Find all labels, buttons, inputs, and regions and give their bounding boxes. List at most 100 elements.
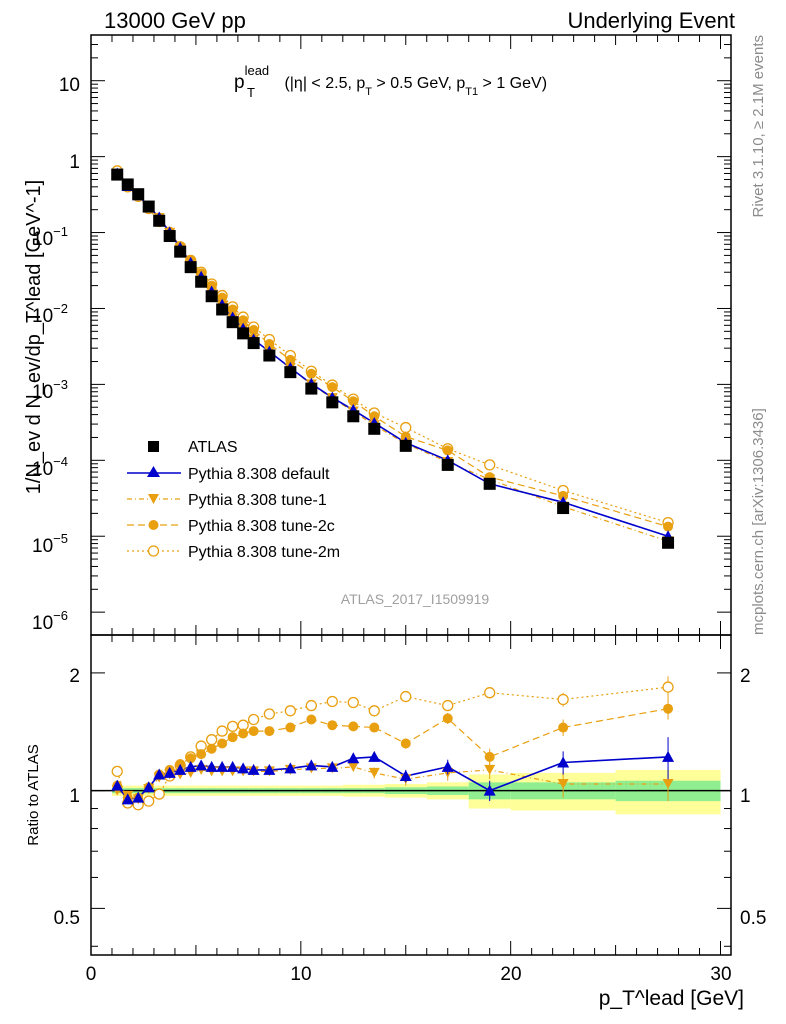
title-sup: lead [245, 63, 270, 78]
main-frame [90, 34, 732, 636]
main-point-atlas [263, 349, 276, 362]
title-cut2-sub: T1 [465, 86, 478, 98]
main-point-tune2c [327, 382, 338, 393]
x-tick-label-30: 30 [710, 964, 731, 985]
title-cut3: > 1 GeV) [478, 75, 547, 92]
collision-label: 13000 GeV pp [104, 8, 246, 33]
ratio-point-default [195, 759, 208, 771]
ratio-point-default [237, 762, 250, 774]
title-cut1-sub: T [365, 86, 372, 98]
main-point-atlas [174, 245, 187, 258]
y-tick-exp-1e-5: −5 [53, 531, 68, 546]
ratio-point-tune2m [368, 705, 380, 717]
main-point-atlas [226, 316, 239, 329]
process-label: Underlying Event [567, 8, 735, 33]
main-point-atlas [142, 200, 155, 213]
main-point-atlas [368, 422, 381, 435]
y-tick-label-1: 1 [69, 152, 80, 173]
legend: ATLAS Pythia 8.308 default Pythia 8.308 … [127, 439, 340, 561]
main-point-tune2c [306, 368, 317, 379]
y-tick-label-10: 10 [59, 75, 80, 96]
rivet-label: Rivet 3.1.10, ≥ 2.1M events [750, 35, 767, 218]
main-point-atlas [195, 275, 208, 288]
main-point-tune2c [227, 304, 238, 315]
ratio-point-tune2c [185, 753, 196, 764]
main-point-atlas [247, 337, 260, 350]
main-point-tune2c [285, 354, 296, 365]
ratio-point-default [205, 760, 218, 772]
main-point-tune2c [348, 396, 359, 407]
main-point-atlas [132, 188, 145, 201]
ratio-point-tune2c [285, 722, 296, 733]
ratio-point-default [216, 760, 229, 772]
main-y-axis-label: 1/N_ev d N_ev/dp_T^lead [GeV^-1] [23, 180, 45, 495]
main-point-atlas [557, 502, 570, 515]
ratio-point-default [399, 770, 412, 782]
y-tick-label-1e-3: 10−3 [32, 377, 68, 403]
observable-title: plead T (|η| < 2.5, pT > 0.5 GeV, pT1 > 1… [234, 63, 547, 100]
main-point-atlas [111, 168, 124, 181]
ratio-point-default [163, 766, 176, 778]
ratio-point-tune2m [662, 681, 674, 693]
ratio-point-tune2c [206, 743, 217, 754]
legend-label-tune2m: Pythia 8.308 tune-2m [188, 544, 340, 561]
title-cut2: > 0.5 GeV, p [372, 75, 465, 92]
main-point-tune2c [238, 315, 249, 326]
title-p: p [234, 72, 245, 93]
ratio-point-tune2c [327, 720, 338, 731]
ratio-point-default [284, 762, 297, 774]
ratio-point-tune1 [347, 761, 359, 772]
main-point-tune2m [484, 459, 496, 471]
legend-label-atlas: ATLAS [188, 439, 238, 456]
main-line-tune1 [116, 174, 669, 542]
y-tick-base-1e-2: 10 [32, 306, 53, 327]
main-panel: plead T (|η| < 2.5, pT > 0.5 GeV, pT1 > 1… [23, 34, 732, 636]
ratio-point-tune2m [484, 687, 496, 699]
ratio-point-tune2c [217, 738, 228, 749]
y-tick-exp-1e-2: −2 [53, 301, 68, 316]
ratio-point-tune2m [111, 765, 123, 778]
ratio-point-tune2m [216, 725, 228, 737]
analysis-id: ATLAS_2017_I1509919 [341, 591, 490, 607]
ratio-point-tune2m [284, 705, 296, 717]
ratio-y-tick-left-0.5: 0.5 [54, 908, 80, 929]
main-point-tune2c [264, 339, 275, 350]
y-tick-base-1e-3: 10 [32, 382, 53, 403]
ratio-point-tune2m [143, 795, 155, 807]
ratio-point-tune2m [263, 708, 276, 720]
y-tick-label-1e-6: 10−6 [32, 608, 68, 634]
ratio-point-tune2c [238, 728, 249, 739]
main-point-atlas [237, 327, 250, 340]
title-cut1: (|η| < 2.5, p [280, 75, 365, 92]
main-point-tune2c [558, 490, 569, 501]
x-tick-labels: 0 10 20 30 [86, 964, 732, 985]
main-point-atlas [662, 536, 675, 549]
ratio-point-default [557, 756, 570, 768]
ratio-point-default [368, 750, 381, 762]
legend-label-tune2c: Pythia 8.308 tune-2c [188, 518, 335, 535]
y-tick-exp-1e-1: −1 [53, 224, 68, 239]
main-point-atlas [153, 214, 166, 227]
ratio-point-default [347, 752, 360, 764]
ratio-point-default [263, 763, 276, 775]
ratio-point-tune2m [347, 696, 359, 709]
ratio-point-default [153, 768, 166, 780]
main-point-atlas [163, 230, 176, 243]
x-axis-label: p_T^lead [GeV] [599, 987, 744, 1010]
ratio-point-tune1 [662, 778, 674, 789]
y-tick-label-1e-5: 10−5 [32, 531, 68, 557]
ratio-point-tune2c [306, 714, 317, 725]
main-point-atlas [121, 178, 134, 191]
ratio-point-default [184, 760, 197, 772]
ratio-point-tune2m [557, 693, 569, 706]
main-y-tick-labels: 10 1 10−1 10−2 10−3 10−4 10−5 10−6 [32, 75, 80, 634]
main-point-tune2c [248, 325, 259, 336]
main-point-atlas [483, 477, 496, 490]
ratio-point-default [132, 791, 145, 803]
ratio-point-default [111, 779, 124, 791]
y-tick-base-1e-5: 10 [32, 536, 53, 557]
ratio-y-tick-right-2: 2 [740, 666, 751, 687]
main-point-atlas [305, 382, 318, 395]
ratio-point-tune2m [226, 720, 239, 733]
